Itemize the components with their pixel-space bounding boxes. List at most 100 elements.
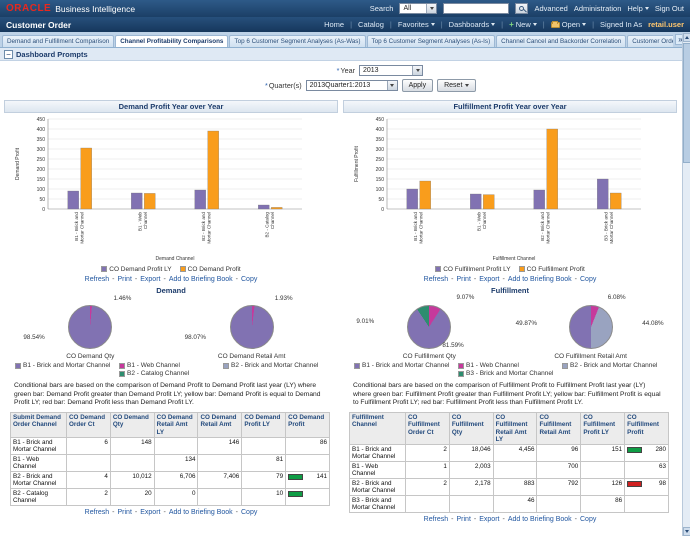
signed-in-user[interactable]: retail.user [648, 20, 684, 29]
tab-demand-and-fulfillment-comparison[interactable]: Demand and Fulfillment Comparison [2, 35, 115, 47]
legend-label: B2 - Brick and Mortar Channel [570, 362, 658, 369]
copy-link[interactable]: Copy [241, 276, 258, 283]
new-menu[interactable]: + New [509, 20, 537, 29]
quarter-select[interactable]: 2013Quarter1:2013 [305, 80, 398, 91]
favorites-menu[interactable]: Favorites [398, 20, 435, 29]
tab-channel-cancel-and-backorder-correlation[interactable]: Channel Cancel and Backorder Correlation [496, 35, 627, 47]
link-separator: - [451, 516, 454, 524]
advanced-link[interactable]: Advanced [534, 4, 568, 13]
chart-text: 100 [376, 187, 385, 193]
bar [597, 178, 609, 210]
open-menu[interactable]: Open [550, 20, 587, 29]
table-row: B1 - Web Channel 1 2,003 700 63 [349, 461, 669, 480]
value-cell: 280 [624, 444, 669, 463]
print-link[interactable]: Print [456, 276, 471, 283]
caret-down-icon [415, 69, 420, 72]
value-cell: 1 [405, 461, 450, 480]
catalog-link[interactable]: Catalog [358, 20, 384, 29]
demand-bar-chart[interactable]: 0 50 100 150 200 250 300 350 400 450 B1 - Brick an… [12, 114, 330, 264]
refresh-link[interactable]: Refresh [84, 276, 110, 283]
pie-caption: CO Fulfillment Retail Amt [554, 353, 627, 360]
legend-swatch-icon [15, 362, 21, 369]
value-cell [197, 453, 243, 472]
fulfillment-qty-pie[interactable] [407, 305, 452, 349]
demand-table-links: Refresh - Print - Export - Add to Briefing Boo… [4, 507, 338, 518]
global-header: ORACLE Business Intelligence Search All … [0, 0, 690, 17]
collapse-section-icon[interactable]: − [4, 49, 13, 59]
legend-label: B1 - Web Channel [127, 362, 180, 369]
chart-text: 200 [376, 167, 385, 173]
tab-top-6-customer-segment-analyses-as-is[interactable]: Top 6 Customer Segment Analyses (As-Is) [366, 35, 496, 47]
print-link[interactable]: Print [117, 508, 132, 516]
tab-customer-orde[interactable]: Customer Orde » [627, 35, 673, 47]
demand-conditional-note: Conditional bars are based on the compar… [14, 382, 321, 407]
scroll-down-icon[interactable] [683, 527, 690, 536]
fulfillment-retail-pie-wrap: 6.08% 49.87% 44.08% CO Fulfillment Retai… [516, 294, 666, 360]
value-cell: 2 [405, 478, 450, 497]
chart-text: 250 [37, 157, 46, 163]
value-cell: 148 [109, 436, 155, 455]
bar [207, 130, 219, 210]
bar [546, 128, 558, 210]
fulfillment-qty-pie-wrap: 9.07% 9.01% 81.59% CO Fulfillment Qty [354, 294, 504, 360]
home-link[interactable]: Home [324, 20, 345, 29]
sign-out-link[interactable]: Sign Out [654, 4, 684, 13]
scroll-up-icon[interactable] [683, 33, 690, 42]
fulfillment-retail-amt-pie[interactable] [568, 305, 613, 349]
chart-text: B3 - Brick and [603, 212, 608, 241]
reset-button[interactable]: Reset [437, 79, 477, 92]
refresh-link[interactable]: Refresh [84, 508, 110, 516]
column-header: CO Fulfillment Profit LY [580, 412, 626, 446]
print-link[interactable]: Print [456, 516, 471, 524]
demand-qty-pie[interactable] [68, 305, 113, 349]
search-input[interactable] [443, 3, 510, 14]
add-to-briefing-book-link[interactable]: Add to Briefing Book [507, 276, 572, 283]
export-link[interactable]: Export [140, 276, 161, 283]
tab-top-6-customer-segment-analyses-as-was[interactable]: Top 6 Customer Segment Analyses (As-Was) [229, 35, 366, 47]
copy-link[interactable]: Copy [241, 508, 258, 516]
refresh-link[interactable]: Refresh [423, 516, 449, 524]
search-label: Search [369, 4, 394, 13]
caret-down-icon [429, 7, 434, 10]
administration-link[interactable]: Administration [573, 4, 622, 13]
export-link[interactable]: Export [479, 516, 500, 524]
dashboard-prompts-header[interactable]: − Dashboard Prompts [0, 48, 690, 61]
search-scope-dropdown[interactable] [426, 4, 437, 13]
apply-button[interactable]: Apply [401, 79, 434, 92]
add-to-briefing-book-link[interactable]: Add to Briefing Book [507, 516, 572, 524]
value-cell: 6 [66, 436, 111, 455]
copy-link[interactable]: Copy [580, 516, 597, 524]
chart-text: B1 - Brick and [74, 212, 79, 241]
column-header: Submit Demand Order Channel [10, 412, 67, 438]
year-select[interactable]: 2013 [359, 65, 423, 76]
chart-text: 400 [376, 127, 385, 133]
add-to-briefing-book-link[interactable]: Add to Briefing Book [168, 276, 233, 283]
legend-item: B1 - Brick and Mortar Channel [15, 362, 119, 369]
row-header-cell: B1 - Web Channel [10, 453, 67, 472]
value-cell: 96 [536, 444, 582, 463]
refresh-link[interactable]: Refresh [423, 276, 449, 283]
help-menu[interactable]: Help [627, 4, 649, 13]
search-scope-select[interactable]: All [399, 3, 438, 14]
export-link[interactable]: Export [479, 276, 500, 283]
legend-item: CO Demand Profit LY [101, 266, 172, 273]
fulfillment-pies: 9.07% 9.01% 81.59% CO Fulfillment Qty 6.… [343, 294, 677, 360]
fulfillment-bar-chart[interactable]: 0 50 100 150 200 250 300 350 400 450 B1 - Brick an… [351, 114, 669, 264]
copy-link[interactable]: Copy [580, 276, 597, 283]
tab-channel-profitability-comparisons[interactable]: Channel Profitability Comparisons [115, 35, 229, 47]
search-button[interactable] [515, 3, 529, 14]
quarter-select-dropdown[interactable] [386, 81, 397, 90]
add-to-briefing-book-link[interactable]: Add to Briefing Book [168, 508, 233, 516]
chart-text: 450 [37, 117, 46, 123]
value-cell [197, 487, 243, 506]
dashboards-menu[interactable]: Dashboards [449, 20, 496, 29]
year-select-dropdown[interactable] [412, 66, 422, 75]
vertical-scrollbar[interactable] [682, 33, 690, 536]
export-link[interactable]: Export [140, 508, 161, 516]
demand-retail-amt-pie[interactable] [229, 305, 274, 349]
bar [80, 147, 92, 210]
chart-text: 100 [37, 187, 46, 193]
scrollbar-thumb[interactable] [683, 43, 690, 163]
print-link[interactable]: Print [117, 276, 132, 283]
open-folder-icon [550, 20, 560, 28]
